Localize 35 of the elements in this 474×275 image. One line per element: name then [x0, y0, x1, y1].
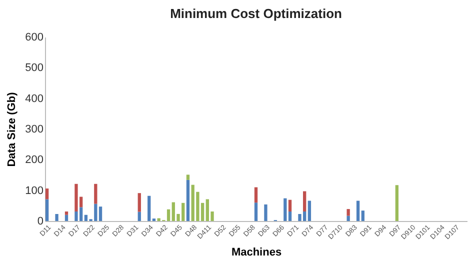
- bar: [264, 204, 268, 221]
- bar: [138, 212, 141, 221]
- bar: [356, 200, 360, 221]
- bar: [254, 202, 258, 221]
- bar: [94, 184, 98, 204]
- bar: [64, 214, 68, 221]
- chart-title: Minimum Cost Optimization: [170, 6, 342, 21]
- y-tick-label: 0: [37, 216, 44, 228]
- bar: [138, 193, 141, 212]
- bar: [148, 196, 151, 221]
- y-tick-label: 100: [25, 184, 44, 197]
- bar: [45, 188, 49, 200]
- y-tick-label: 200: [25, 154, 44, 166]
- y-tick-label: 400: [25, 92, 44, 105]
- bar: [186, 174, 190, 180]
- bar: [45, 199, 49, 221]
- bar: [254, 187, 258, 203]
- y-axis-title: Data Size (Gb): [6, 92, 18, 167]
- y-tick-label: 500: [25, 62, 44, 74]
- bar: [288, 211, 292, 221]
- bar: [284, 198, 287, 221]
- bar: [346, 209, 350, 216]
- bar: [308, 200, 312, 221]
- y-tick-label: 600: [25, 32, 44, 44]
- bar: [346, 216, 350, 221]
- bar: [288, 200, 292, 212]
- bar: [303, 191, 306, 212]
- bar: [98, 206, 102, 221]
- bar: [186, 180, 190, 221]
- bar: [55, 214, 58, 221]
- y-tick-label: 300: [25, 124, 44, 136]
- bar: [361, 210, 364, 221]
- bar: [395, 185, 398, 221]
- bar: [64, 211, 68, 215]
- x-axis-title: Machines: [231, 246, 282, 258]
